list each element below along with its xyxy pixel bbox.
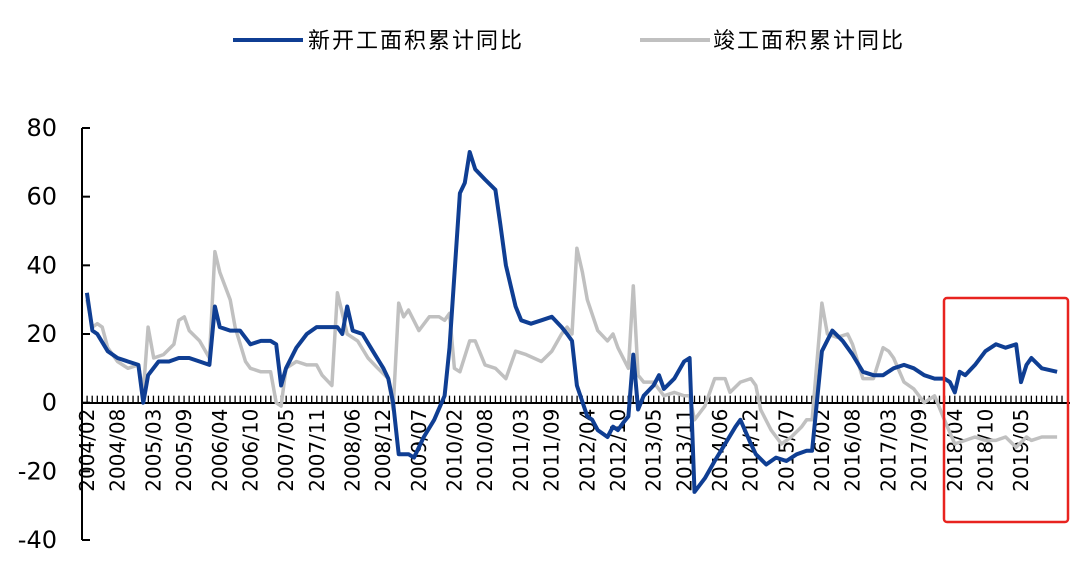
x-tick-label: 2005/03 <box>141 409 165 492</box>
x-tick-label: 2004/08 <box>106 409 130 492</box>
y-axis-ticks: 80 60 40 20 0 -20 -40 <box>18 114 90 554</box>
y-tick-label: 60 <box>26 183 57 211</box>
x-tick-label: 2007/05 <box>274 409 298 492</box>
x-tick-label: 2006/10 <box>238 409 262 492</box>
y-tick-label: 20 <box>26 320 57 348</box>
legend: 新开工面积累计同比 竣工面积累计同比 <box>233 29 905 54</box>
legend-label-completions: 竣工面积累计同比 <box>713 29 905 54</box>
x-tick-label: 2010/08 <box>473 409 497 492</box>
x-tick-label: 2011/09 <box>540 409 564 492</box>
x-axis-ticks: 2004/02 2004/08 2005/03 2005/09 2006/04 2006/… <box>75 395 1063 492</box>
highlight-box <box>942 296 1070 524</box>
series-layer <box>84 150 1058 494</box>
x-tick-label: 2013/05 <box>642 409 666 492</box>
x-tick-label: 2019/05 <box>1009 409 1033 492</box>
legend-label-new-starts: 新开工面积累计同比 <box>308 29 524 54</box>
x-tick-label: 2017/03 <box>876 409 900 492</box>
x-tick-label: 2008/06 <box>341 409 365 492</box>
x-tick-label: 2006/04 <box>208 409 232 492</box>
x-tick-label: 2005/09 <box>172 409 196 492</box>
x-tick-label: 2010/02 <box>443 409 467 492</box>
x-tick-label: 2012/04 <box>575 409 599 492</box>
y-tick-label: -20 <box>18 457 57 485</box>
x-tick-label: 2011/03 <box>509 409 533 492</box>
y-tick-label: 40 <box>26 251 57 279</box>
series-line-new-starts <box>84 150 1058 494</box>
x-tick-label: 2015/07 <box>774 409 798 492</box>
y-axis: 80 60 40 20 0 -20 -40 <box>18 114 90 554</box>
x-tick-label: 2018/10 <box>973 409 997 492</box>
x-tick-label: 2007/11 <box>305 409 329 492</box>
x-tick-label: 2004/02 <box>75 409 99 492</box>
x-tick-label: 2017/09 <box>907 409 931 492</box>
x-axis: 2004/02 2004/08 2005/03 2005/09 2006/04 2006/… <box>75 395 1070 492</box>
series-line-completions <box>85 246 1058 450</box>
x-tick-label: 2008/12 <box>371 409 395 492</box>
y-tick-label: 80 <box>26 114 57 142</box>
y-tick-label: -40 <box>18 526 57 554</box>
x-tick-label: 2016/08 <box>841 409 865 492</box>
y-tick-label: 0 <box>42 389 57 417</box>
